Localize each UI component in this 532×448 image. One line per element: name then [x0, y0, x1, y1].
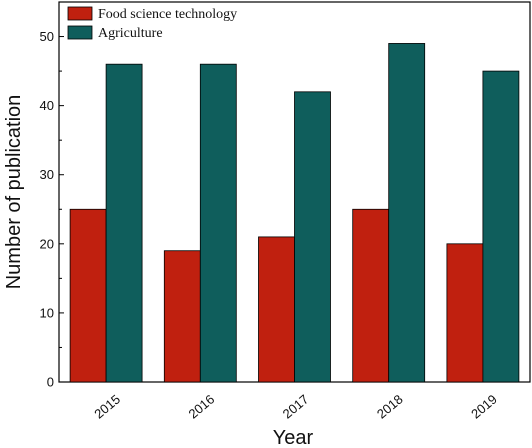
bar-agriculture-2016 — [199, 63, 237, 383]
x-tick-label: 2016 — [186, 392, 218, 422]
y-axis-title: Number of publication — [3, 95, 25, 290]
legend-swatch-agriculture — [67, 25, 93, 40]
bar-food-science-2018 — [352, 208, 390, 383]
legend-label-agriculture: Agriculture — [98, 26, 163, 41]
x-tick-label: 2015 — [91, 392, 123, 422]
y-tick-label: 20 — [40, 236, 54, 251]
bar-food-science-2017 — [258, 236, 295, 383]
bar-food-science-2019 — [446, 243, 484, 383]
legend: Food science technology Agriculture — [67, 6, 237, 41]
bar-agriculture-2017 — [294, 91, 331, 383]
bar-food-science-2016 — [163, 250, 201, 383]
y-tick-label: 50 — [40, 29, 54, 44]
bars — [69, 43, 520, 383]
x-axis-title: Year — [273, 427, 314, 448]
bar-food-science-2015 — [69, 208, 107, 383]
y-tick-label: 0 — [47, 375, 54, 390]
bar-agriculture-2018 — [388, 43, 426, 383]
legend-swatch-food-science — [67, 6, 93, 21]
y-tick-label: 40 — [40, 98, 54, 113]
bar-agriculture-2015 — [105, 63, 143, 383]
y-axis: 0 10 20 30 40 50 — [40, 29, 64, 390]
x-axis: 2015 2016 2017 2018 2019 — [91, 377, 500, 422]
bar-agriculture-2019 — [482, 70, 520, 383]
y-tick-label: 10 — [40, 305, 54, 320]
x-tick-label: 2019 — [468, 392, 500, 422]
legend-label-food-science: Food science technology — [98, 7, 237, 22]
x-tick-label: 2017 — [280, 392, 312, 422]
y-tick-label: 30 — [40, 167, 54, 182]
x-tick-label: 2018 — [374, 392, 406, 422]
